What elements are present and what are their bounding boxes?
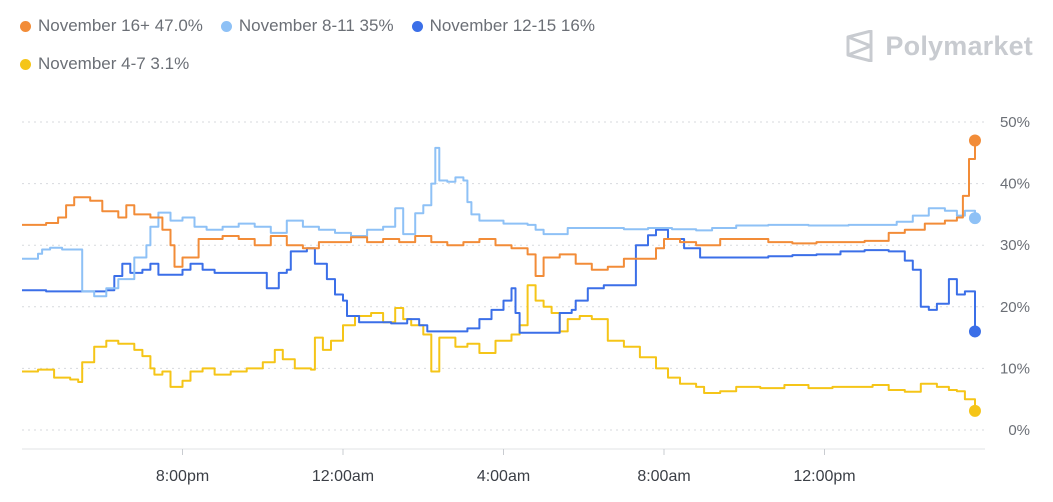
series-line-november-12-15 [22, 228, 976, 334]
series-end-dot-november-4-7 [968, 404, 981, 417]
series-line-november-4-7 [22, 284, 976, 411]
series-line-november-16 [22, 140, 976, 277]
legend-dot-icon [411, 20, 423, 32]
legend-item-november-12-15[interactable]: November 12-15 16% [411, 16, 595, 36]
legend-label: November 4-7 3.1% [38, 54, 190, 73]
legend-item-november-16-plus[interactable]: November 16+ 47.0% [20, 16, 203, 36]
series-end-dot-november-16 [968, 134, 981, 147]
series-end-dot-november-8-11 [968, 212, 981, 225]
x-tick-label: 8:00am [637, 468, 690, 485]
y-tick-label: 40% [1000, 176, 1030, 193]
y-tick-label: 50% [1000, 114, 1030, 131]
series-end-dot-november-12-15 [968, 325, 981, 338]
chart-series [22, 134, 981, 417]
legend-row: November 16+ 47.0% November 8-11 35% Nov… [20, 14, 760, 38]
x-tick-label: 4:00am [477, 468, 530, 485]
series-line-november-8-11 [22, 146, 976, 298]
brand-name: Polymarket [885, 30, 1033, 61]
x-tick-label: 8:00pm [156, 468, 209, 485]
polymarket-brand[interactable]: Polymarket [845, 30, 1033, 62]
legend-dot-icon [20, 58, 31, 70]
x-tick-label: 12:00am [312, 468, 374, 485]
y-tick-label: 20% [1000, 299, 1030, 316]
x-tick-label: 12:00pm [793, 468, 855, 485]
legend-item-november-4-7[interactable]: November 4-7 3.1% [20, 54, 189, 74]
legend-label: November 8-11 35% [238, 16, 394, 35]
y-tick-label: 30% [1000, 237, 1030, 254]
chart-legend: November 16+ 47.0% November 8-11 35% Nov… [20, 14, 760, 90]
y-tick-label: 0% [1008, 422, 1030, 439]
legend-row: November 4-7 3.1% [20, 52, 760, 76]
legend-dot-icon [220, 20, 232, 32]
legend-label: November 12-15 16% [429, 16, 595, 35]
x-axis: 8:00pm 12:00am 4:00am 8:00am 12:00pm [22, 448, 985, 485]
legend-label: November 16+ 47.0% [38, 16, 203, 35]
legend-dot-icon [20, 20, 31, 32]
legend-item-november-8-11[interactable]: November 8-11 35% [220, 16, 394, 36]
y-axis: 0% 10% 20% 30% 40% 50% [1000, 114, 1030, 439]
chart-grid [22, 121, 985, 431]
polymarket-logo-icon [846, 30, 873, 62]
y-tick-label: 10% [1000, 360, 1030, 377]
